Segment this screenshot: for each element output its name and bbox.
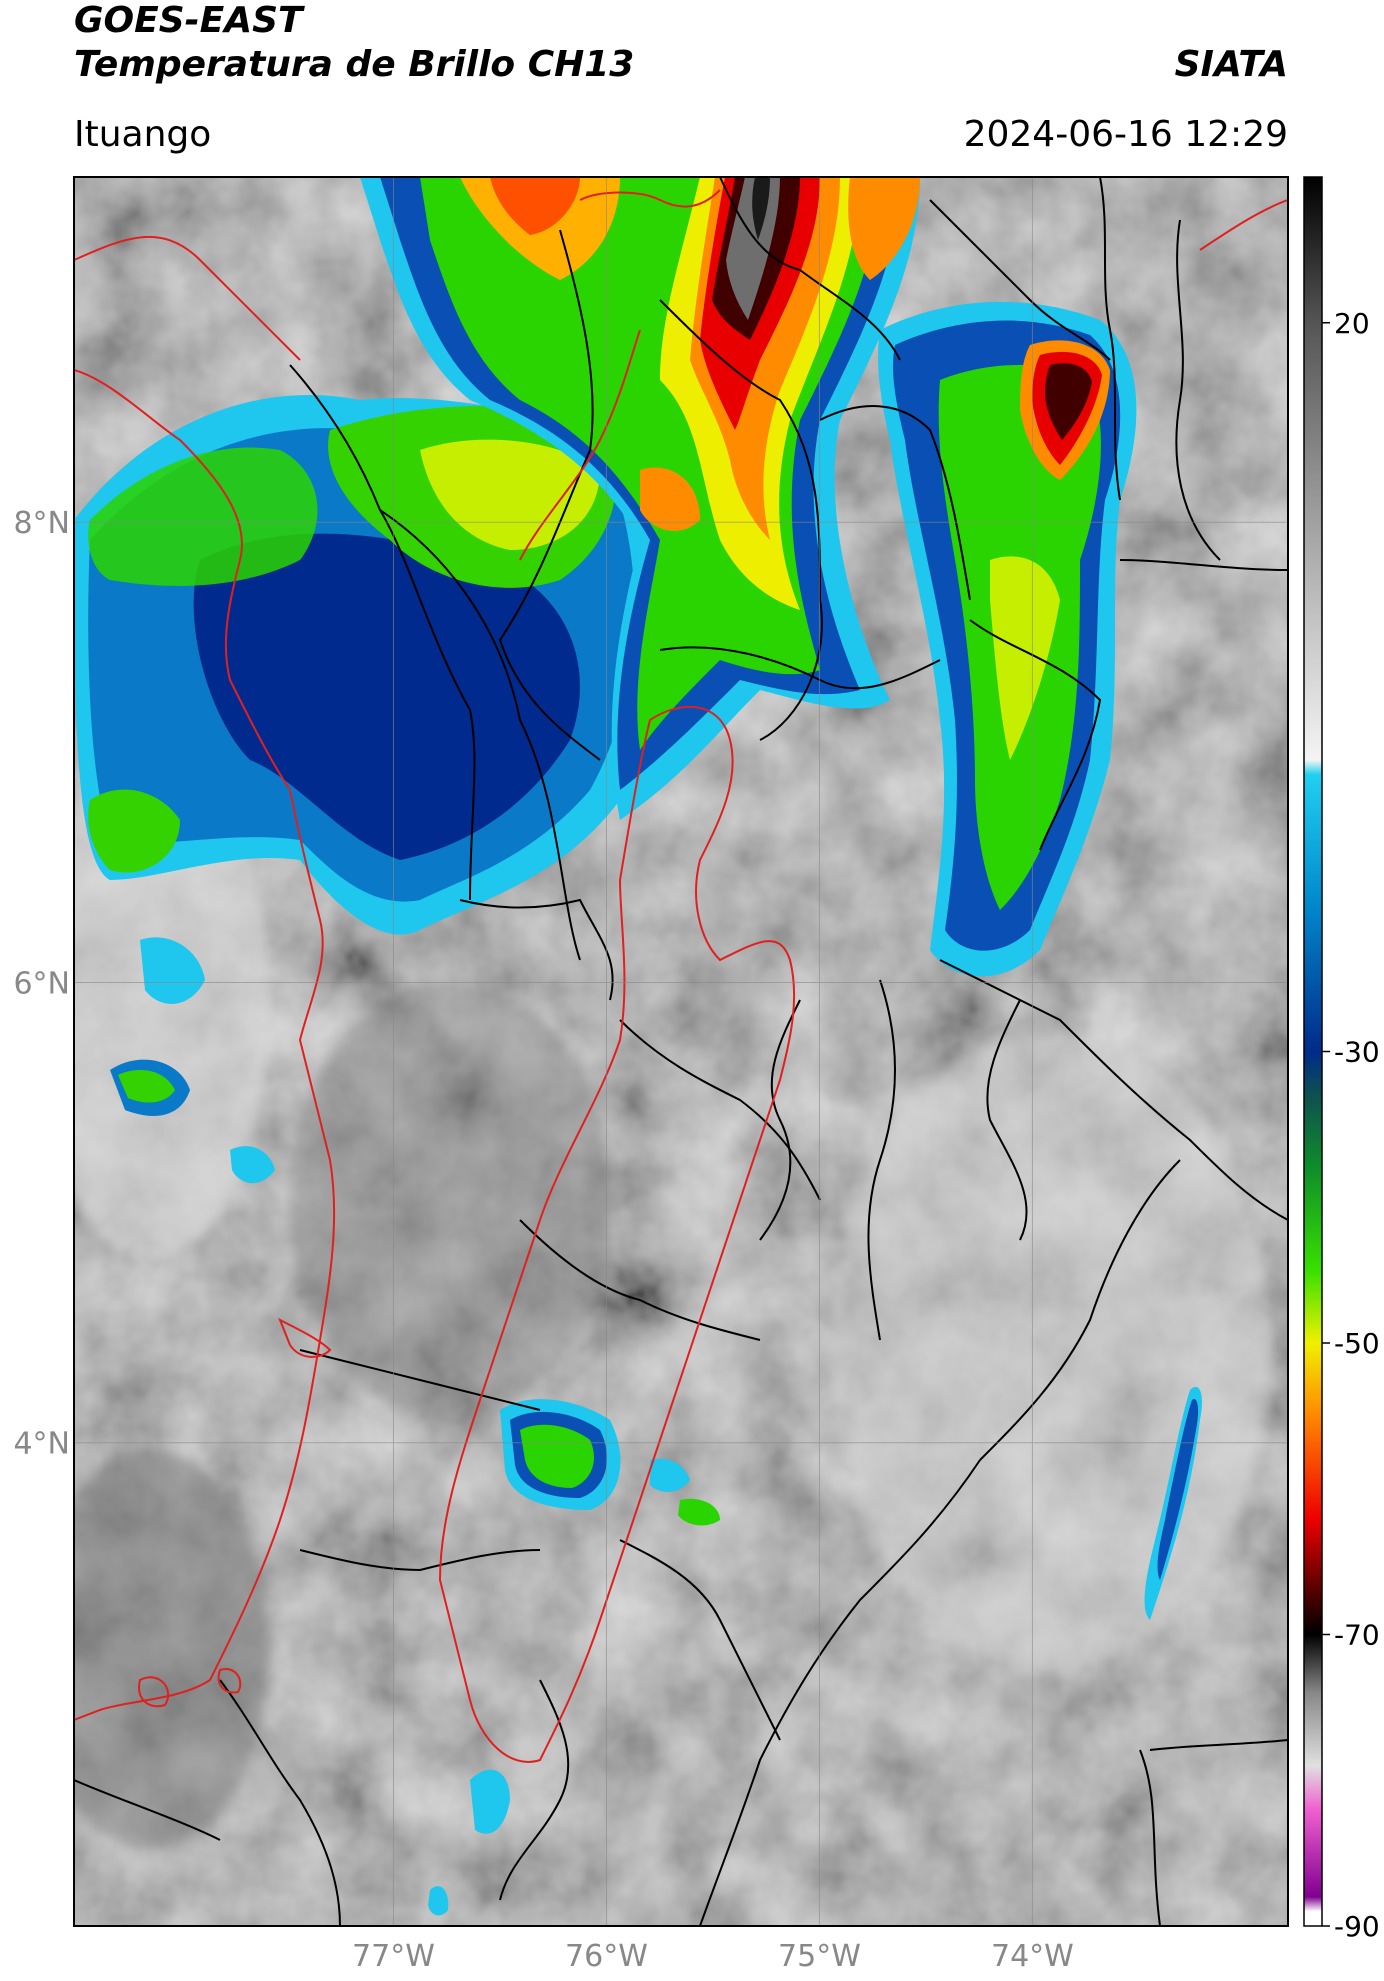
- lon-tick-label: 74°W: [991, 1939, 1074, 1974]
- colorbar-tick-label: -50: [1334, 1327, 1380, 1360]
- timestamp-label: 2024-06-16 12:29: [963, 114, 1288, 155]
- lon-tick-label: 76°W: [565, 1939, 648, 1974]
- colorbar: 20 -30 -50 -70 -90: [1303, 176, 1380, 1943]
- lat-tick-label: 8°N: [13, 506, 70, 541]
- title-line-2: Temperatura de Brillo CH13: [74, 44, 635, 85]
- colorbar-bar: [1303, 176, 1323, 1927]
- lat-tick-label: 6°N: [13, 966, 70, 1001]
- north-central-convective-system: [360, 177, 920, 820]
- lat-tick-labels: 8°N 6°N 4°N: [13, 506, 70, 1462]
- lon-tick-labels: 77°W 76°W 75°W 74°W: [352, 1939, 1074, 1974]
- lat-tick-label: 4°N: [13, 1427, 70, 1462]
- red-boundaries: [74, 189, 1288, 1763]
- lon-tick-label: 75°W: [778, 1939, 861, 1974]
- department-borders: [74, 177, 1288, 1926]
- colorbar-tick-label: 20: [1334, 307, 1370, 340]
- colorbar-tick-label: -30: [1334, 1036, 1380, 1069]
- colorbar-tick-label: -90: [1334, 1910, 1380, 1943]
- location-label: Ituango: [74, 114, 212, 155]
- colorbar-tick-label: -70: [1334, 1619, 1380, 1652]
- southern-small-cell: [428, 1386, 1202, 1916]
- organization-label: SIATA: [1174, 44, 1288, 85]
- map-frame: [73, 176, 1289, 1927]
- title-line-1: GOES-EAST: [74, 0, 303, 41]
- map-gridlines: [74, 177, 1288, 1926]
- pacific-coast-cloud-mass: [74, 395, 677, 1184]
- colorbar-ticks: 20 -30 -50 -70 -90: [1322, 307, 1380, 1943]
- map-panel: [74, 177, 1288, 1926]
- lon-tick-label: 77°W: [352, 1939, 435, 1974]
